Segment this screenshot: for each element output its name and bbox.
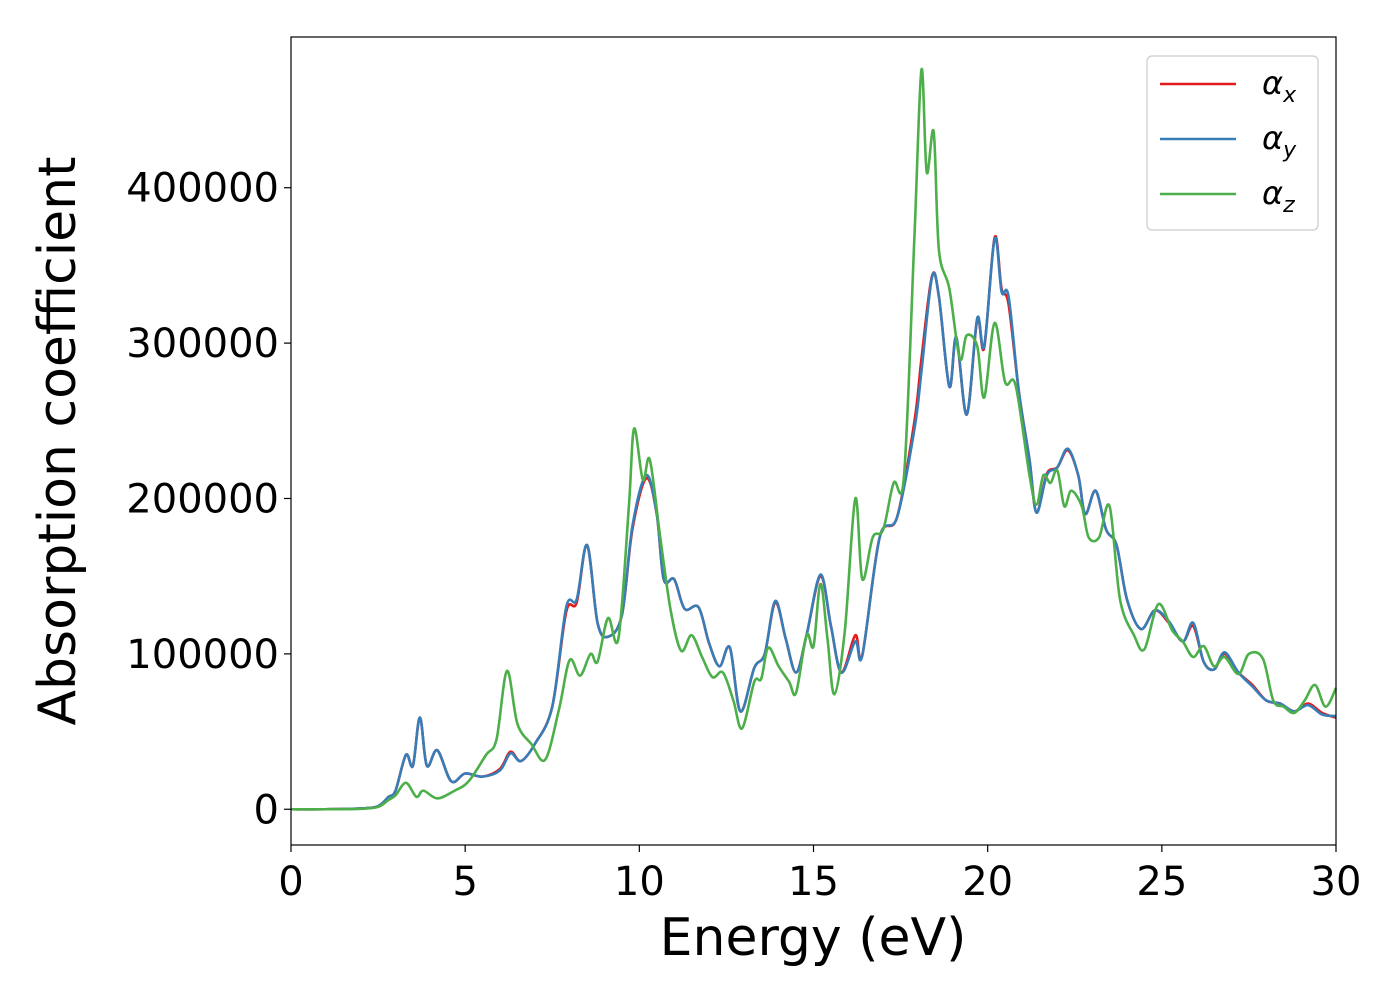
legend-label-z: αz — [1262, 174, 1295, 218]
legend-box — [1146, 55, 1319, 231]
series-lines — [290, 67, 1338, 811]
x-tick-label: 25 — [1136, 859, 1187, 905]
y-tick-label: 200000 — [126, 476, 279, 522]
x-tick-label: 15 — [788, 859, 839, 905]
y-tick-label: 0 — [254, 787, 279, 833]
series-line-z — [290, 67, 1338, 811]
y-tick-label: 300000 — [126, 321, 279, 367]
legend: αx αy αz — [1146, 55, 1319, 231]
y-tick-label: 100000 — [126, 632, 279, 678]
x-tick-label: 10 — [614, 859, 665, 905]
y-tick-label: 400000 — [126, 166, 279, 212]
x-tick-label: 20 — [962, 859, 1013, 905]
x-tick-label: 30 — [1311, 859, 1362, 905]
x-tick-label: 5 — [452, 859, 477, 905]
x-tick-label: 0 — [278, 859, 303, 905]
y-axis-ticks: 0 100000 200000 300000 400000 — [126, 166, 291, 833]
x-axis-ticks: 0 5 10 15 20 25 30 — [278, 845, 1361, 905]
y-axis-title: Absorption coefficient — [28, 156, 88, 725]
legend-label-x: αx — [1262, 64, 1297, 108]
x-axis-title: Energy (eV) — [660, 908, 967, 968]
legend-label-y: αy — [1262, 119, 1297, 163]
series-line-y — [290, 236, 1337, 811]
